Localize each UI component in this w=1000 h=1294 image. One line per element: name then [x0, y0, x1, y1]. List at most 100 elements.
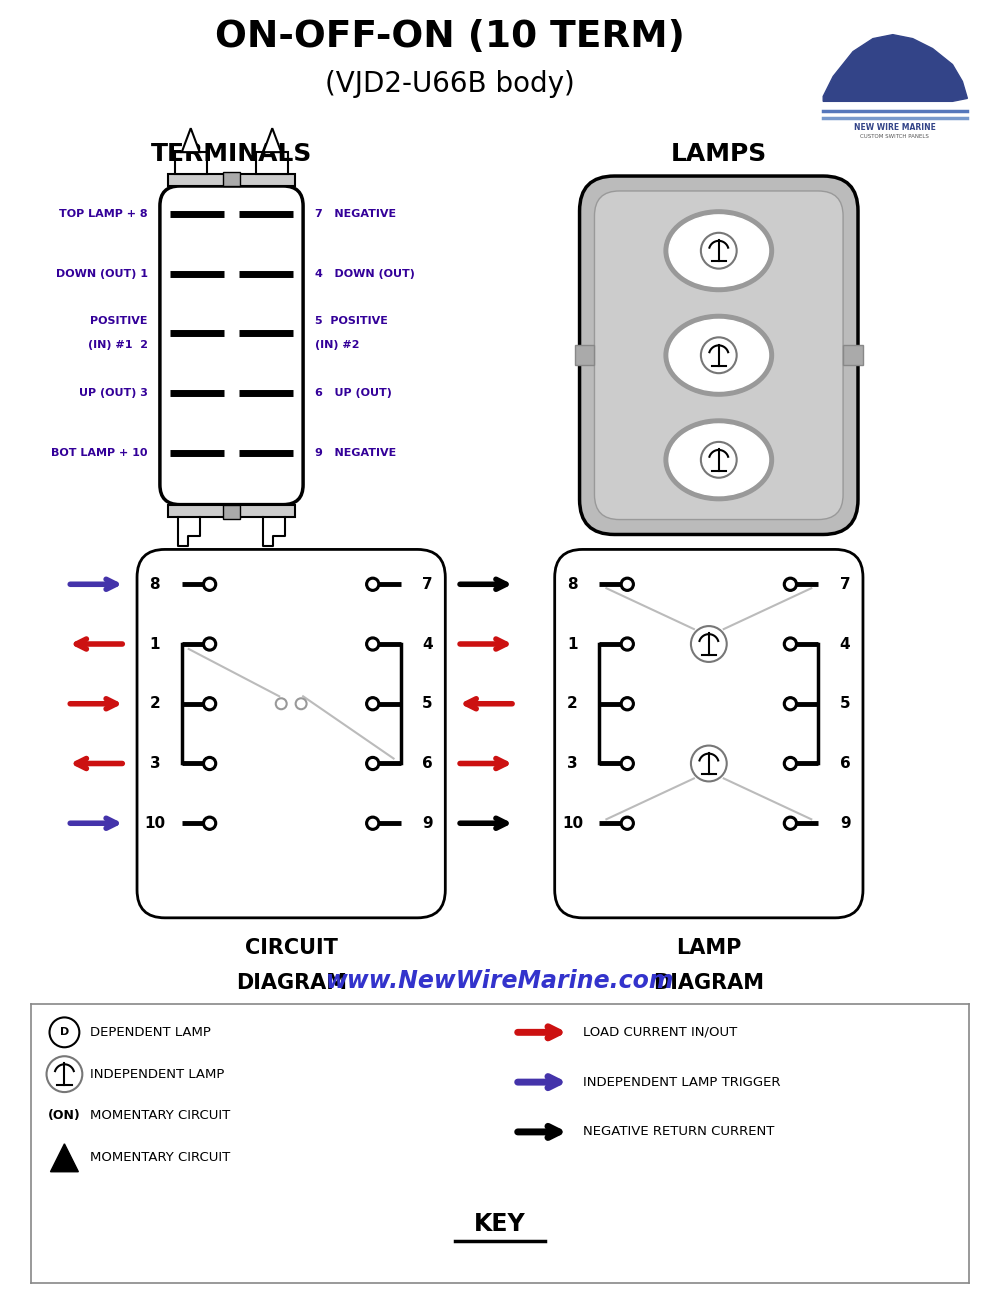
Circle shape [701, 233, 737, 269]
Text: INDEPENDENT LAMP: INDEPENDENT LAMP [90, 1068, 225, 1080]
Circle shape [783, 577, 797, 591]
Circle shape [783, 696, 797, 710]
Text: 4   DOWN (OUT): 4 DOWN (OUT) [315, 269, 415, 278]
Text: 1: 1 [150, 637, 160, 651]
Text: 8: 8 [150, 577, 160, 591]
Circle shape [620, 817, 634, 831]
Text: 2: 2 [567, 696, 578, 712]
Text: TERMINALS: TERMINALS [151, 142, 312, 166]
Circle shape [620, 577, 634, 591]
Text: 9   NEGATIVE: 9 NEGATIVE [315, 448, 396, 458]
Text: (ON): (ON) [48, 1109, 81, 1122]
Circle shape [369, 760, 377, 767]
Circle shape [369, 819, 377, 827]
Circle shape [787, 700, 794, 708]
Text: 9: 9 [840, 815, 850, 831]
Ellipse shape [669, 424, 768, 496]
Text: DOWN (OUT) 1: DOWN (OUT) 1 [56, 269, 148, 278]
FancyBboxPatch shape [160, 186, 303, 505]
Circle shape [203, 757, 217, 770]
Text: UP (OUT) 3: UP (OUT) 3 [79, 388, 148, 399]
Circle shape [203, 817, 217, 831]
Circle shape [623, 581, 631, 587]
Ellipse shape [664, 419, 773, 501]
Text: 5: 5 [422, 696, 433, 712]
Circle shape [783, 637, 797, 651]
Circle shape [206, 819, 213, 827]
Text: MOMENTARY CIRCUIT: MOMENTARY CIRCUIT [90, 1152, 231, 1165]
Circle shape [366, 577, 380, 591]
Circle shape [206, 760, 213, 767]
Circle shape [787, 760, 794, 767]
Text: www.NewWireMarine.com: www.NewWireMarine.com [326, 969, 674, 992]
Circle shape [691, 626, 727, 663]
Text: 9: 9 [422, 815, 433, 831]
Circle shape [787, 641, 794, 648]
Text: 6: 6 [422, 756, 433, 771]
Circle shape [296, 699, 307, 709]
Text: 7: 7 [422, 577, 433, 591]
Text: 2: 2 [150, 696, 160, 712]
Text: KEY: KEY [474, 1211, 526, 1236]
Circle shape [366, 757, 380, 770]
Text: 10: 10 [144, 815, 165, 831]
Ellipse shape [664, 314, 773, 396]
Text: ON-OFF-ON (10 TERM): ON-OFF-ON (10 TERM) [215, 18, 685, 54]
Ellipse shape [669, 215, 768, 286]
Circle shape [47, 1056, 82, 1092]
Circle shape [623, 641, 631, 648]
Text: POSITIVE: POSITIVE [90, 317, 148, 326]
Bar [175, 153, 207, 173]
Bar [843, 345, 863, 365]
Bar [575, 345, 594, 365]
Circle shape [369, 641, 377, 648]
Text: 10: 10 [562, 815, 583, 831]
Circle shape [366, 696, 380, 710]
Circle shape [206, 700, 213, 708]
Text: 6: 6 [840, 756, 850, 771]
Bar [223, 505, 240, 519]
Circle shape [50, 1017, 79, 1047]
Text: INDEPENDENT LAMP TRIGGER: INDEPENDENT LAMP TRIGGER [583, 1075, 780, 1088]
Text: 4: 4 [422, 637, 433, 651]
Circle shape [691, 745, 727, 782]
Text: MOMENTARY CIRCUIT: MOMENTARY CIRCUIT [90, 1109, 231, 1122]
Text: BOT LAMP + 10: BOT LAMP + 10 [51, 448, 148, 458]
Circle shape [783, 817, 797, 831]
Text: (IN) #1  2: (IN) #1 2 [88, 340, 148, 351]
Text: CUSTOM SWITCH PANELS: CUSTOM SWITCH PANELS [860, 133, 929, 138]
Text: 3: 3 [150, 756, 160, 771]
Text: 5  POSITIVE: 5 POSITIVE [315, 317, 388, 326]
Circle shape [783, 757, 797, 770]
FancyBboxPatch shape [580, 176, 858, 534]
Text: 3: 3 [567, 756, 578, 771]
Text: DEPENDENT LAMP: DEPENDENT LAMP [90, 1026, 211, 1039]
Text: (IN) #2: (IN) #2 [315, 340, 360, 351]
Text: 8: 8 [567, 577, 578, 591]
Text: 5: 5 [840, 696, 850, 712]
Bar [168, 505, 295, 516]
Text: LOAD CURRENT IN/OUT: LOAD CURRENT IN/OUT [583, 1026, 737, 1039]
Circle shape [623, 700, 631, 708]
Text: NEW WIRE MARINE: NEW WIRE MARINE [854, 123, 936, 132]
Circle shape [620, 696, 634, 710]
Circle shape [203, 577, 217, 591]
Circle shape [366, 817, 380, 831]
Text: LAMPS: LAMPS [671, 142, 767, 166]
Circle shape [203, 637, 217, 651]
FancyBboxPatch shape [555, 550, 863, 917]
Circle shape [620, 757, 634, 770]
Ellipse shape [664, 210, 773, 291]
Bar [223, 172, 240, 186]
Bar [256, 153, 288, 173]
FancyBboxPatch shape [137, 550, 445, 917]
Text: DIAGRAM: DIAGRAM [653, 973, 764, 992]
Text: 7   NEGATIVE: 7 NEGATIVE [315, 208, 396, 219]
Circle shape [206, 581, 213, 587]
Circle shape [366, 637, 380, 651]
Text: LAMP: LAMP [676, 938, 742, 958]
Circle shape [701, 338, 737, 373]
Circle shape [623, 819, 631, 827]
Bar [168, 173, 295, 186]
Circle shape [203, 696, 217, 710]
